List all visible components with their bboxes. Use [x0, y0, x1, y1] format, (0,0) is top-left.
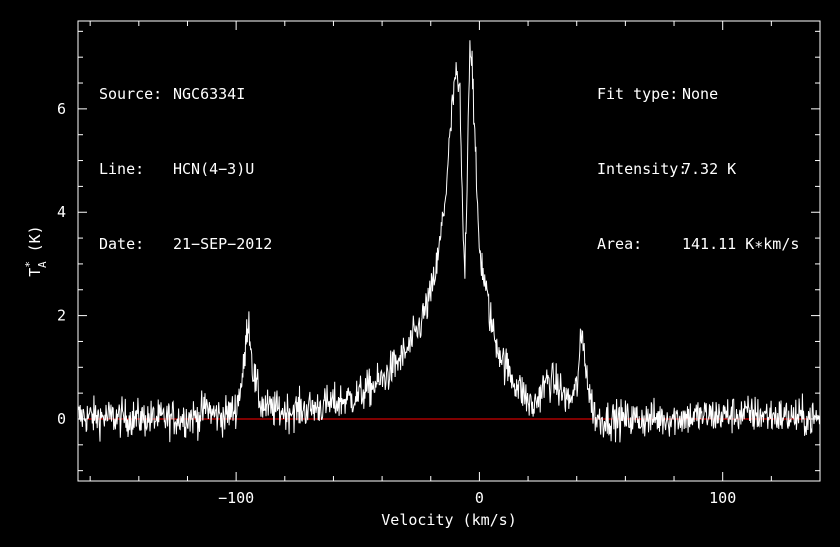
y-axis-label: T*A (K) — [23, 225, 49, 276]
y-tick-label: 4 — [57, 203, 66, 221]
y-label-main: T — [26, 268, 44, 277]
info-row-source: Source: NGC6334I — [99, 82, 272, 107]
y-label-unit: (K) — [26, 225, 44, 261]
info-key: Source: — [99, 85, 163, 103]
y-label-sup: * — [23, 261, 36, 268]
info-key: Date: — [99, 235, 145, 253]
info-key: Intensity: — [597, 160, 688, 178]
x-axis-ticks: −100 0 100 — [89, 21, 821, 507]
info-value: 141.11 K∗km/s — [682, 235, 800, 253]
info-value: HCN(4−3)U — [173, 160, 255, 178]
info-value: None — [682, 85, 719, 103]
info-value: 7.32 K — [682, 160, 737, 178]
info-row-fit-type: Fit type: None — [597, 82, 799, 107]
info-row-area: Area: 141.11 K∗km/s — [597, 232, 799, 257]
info-key: Area: — [597, 235, 643, 253]
info-row-line: Line: HCN(4−3)U — [99, 157, 272, 182]
info-value: 21−SEP−2012 — [173, 235, 273, 253]
y-tick-label: 2 — [57, 307, 66, 325]
info-key: Line: — [99, 160, 145, 178]
info-row-date: Date: 21−SEP−2012 — [99, 232, 272, 257]
info-panel-right: Fit type: None Intensity:7.32 K Area: 141.… — [597, 32, 799, 282]
spectrum-line — [77, 40, 821, 443]
info-row-intensity: Intensity:7.32 K — [597, 157, 799, 182]
x-axis-label: Velocity (km/s) — [381, 511, 516, 529]
info-key: Fit type: — [597, 85, 679, 103]
y-tick-label: 0 — [57, 410, 66, 428]
x-tick-label: 100 — [709, 489, 736, 507]
x-tick-label: −100 — [218, 489, 254, 507]
y-axis-label-text: T*A (K) — [23, 225, 49, 276]
y-tick-label: 6 — [57, 100, 66, 118]
plot-frame — [77, 20, 821, 482]
x-tick-label: 0 — [475, 489, 484, 507]
y-axis-ticks: 0 2 4 6 — [57, 30, 820, 472]
info-value: NGC6334I — [173, 85, 246, 103]
y-label-sub: A — [36, 261, 49, 268]
info-panel-left: Source: NGC6334I Line: HCN(4−3)U Date: 21−S… — [99, 32, 272, 282]
